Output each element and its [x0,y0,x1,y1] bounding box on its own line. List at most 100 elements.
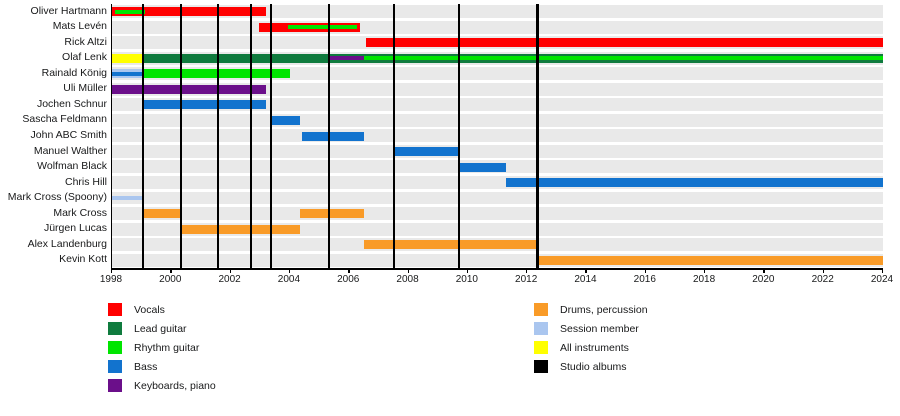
timeline-bar [112,71,144,76]
row-label: Alex Landenburg [27,237,107,250]
row-label: Jochen Schnur [36,97,107,110]
timeline-bar [181,224,301,234]
x-axis-tick-label: 2022 [811,274,834,285]
legend-swatch-icon [534,360,548,373]
x-axis-tick-label: 2008 [396,274,419,285]
row-label: Chris Hill [65,175,107,188]
studio-album-marker [250,4,253,268]
timeline-bar [537,255,883,265]
studio-album-marker [142,4,145,268]
row-label: Rainald König [41,66,107,79]
timeline-bar [112,84,267,94]
row-label: Wolfman Black [37,160,107,173]
x-axis-tick-label: 2010 [455,274,478,285]
timeline-bar [300,209,365,219]
row-label: Mats Levén [52,20,107,33]
row-band [112,191,883,205]
timeline-bar [458,162,507,172]
legend-item: Studio albums [534,357,648,376]
band-member-timeline-chart: Oliver Hartmann Mats Levén Rick Altzi Olaf … [7,4,893,285]
x-axis-tick [288,268,291,273]
legend-label: Vocals [134,303,165,316]
x-axis-tick-label: 2006 [337,274,360,285]
row-band [112,113,883,127]
row-band [112,67,883,81]
legend-item: Drums, percussion [534,300,648,319]
legend-column-right: Drums, percussion Session member All instr… [534,300,648,376]
legend-label: Session member [560,322,639,335]
x-axis-tick [170,268,172,273]
timeline-bar [112,7,267,17]
timeline-bar [143,100,267,110]
legend-item: Rhythm guitar [108,338,216,357]
timeline-bar [112,196,144,201]
timeline-bar [143,69,290,79]
legend-swatch-icon [108,341,122,354]
legend-item: Lead guitar [108,319,216,338]
legend-label: Lead guitar [134,322,187,335]
legend-swatch-icon [108,379,122,392]
studio-album-marker [179,4,183,268]
row-band [112,144,883,158]
studio-album-marker [327,4,331,268]
x-axis-tick [229,268,231,273]
row-label: Rick Altzi [64,35,107,48]
row-band [112,98,883,112]
timeline-bar [301,131,365,141]
x-axis-tick-label: 1998 [99,274,123,285]
legend-swatch-icon [534,322,548,335]
legend-label: Rhythm guitar [134,341,200,354]
row-label: Manuel Walther [33,144,107,157]
legend-swatch-icon [534,341,548,354]
x-axis-tick-label: 2016 [633,274,656,285]
row-band [112,222,883,236]
timeline-bar [288,25,357,30]
row-label: Oliver Hartmann [30,4,107,17]
timeline-bar [365,38,883,48]
studio-album-marker [457,4,461,268]
x-axis-tick-label: 2020 [752,274,775,285]
row-band [112,20,883,34]
row-label: Kevin Kott [59,253,107,266]
timeline-bar [364,240,538,250]
row-band [112,129,883,143]
legend-item: Session member [534,319,648,338]
row-label: Sascha Feldmann [22,113,107,126]
x-axis-tick [348,268,350,273]
x-axis-line [111,268,882,270]
row-label: Mark Cross [53,206,107,219]
studio-album-marker [270,4,273,268]
x-axis-tick-label: 2018 [692,274,716,285]
legend-item: Vocals [108,300,216,319]
timeline-bar [270,115,301,125]
timeline-bar [143,209,182,219]
x-axis-tick [585,268,587,273]
studio-album-marker [392,4,395,268]
row-label: Jürgen Lucas [43,222,107,235]
x-axis-tick-label: 2000 [159,274,182,285]
timeline-bar [506,178,883,188]
timeline-bar [114,9,145,14]
row-label: Olaf Lenk [62,51,107,64]
x-axis-tick-label: 2012 [515,274,538,285]
x-axis-tick [763,268,765,273]
legend-label: All instruments [560,341,629,354]
timeline-plot-area [111,4,883,268]
legend-label: Drums, percussion [560,303,648,316]
x-axis-tick-label: 2002 [218,274,241,285]
row-label: Mark Cross (Spoony) [7,191,107,204]
legend-item: All instruments [534,338,648,357]
legend-swatch-icon [534,303,548,316]
legend-label: Studio albums [560,360,627,373]
row-label: Uli Müller [63,82,107,95]
timeline-bar [112,53,144,63]
studio-album-marker [536,4,539,268]
x-axis-tick-label: 2004 [277,274,301,285]
chart-legend: Vocals Lead guitar Rhythm guitar Bass Keyboa… [0,300,900,416]
timeline-bar [393,147,459,157]
x-axis-tick [526,268,528,273]
legend-item: Keyboards, piano [108,376,216,395]
legend-label: Bass [134,360,158,373]
row-band [112,207,883,220]
